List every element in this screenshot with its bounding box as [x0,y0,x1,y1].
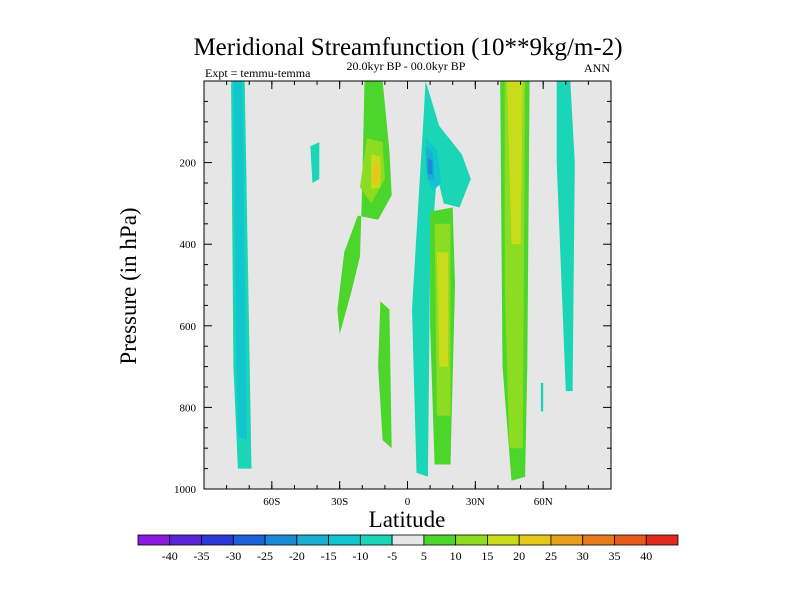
colorbar-box [614,534,647,546]
y-tick-label: 1000 [174,484,197,496]
cell-10n-neg [412,81,471,477]
colorbar-box [137,534,171,546]
colorbar-box [296,534,329,546]
colorbar-box [423,534,457,546]
y-tick-label: 200 [180,158,197,170]
y-axis-label: Pressure (in hPa) [116,207,141,364]
colorbar-label: -30 [225,549,241,563]
colorbar-box [582,534,615,546]
colorbar-label: -10 [352,549,368,563]
colorbar-box [232,534,266,546]
colorbar-label: -40 [162,549,178,563]
x-tick-label: 30N [466,496,485,508]
colorbar-label: -20 [289,549,305,563]
y-tick-label: 600 [180,321,197,333]
cell-12n-pos-core2 [436,252,449,367]
x-tick-label: 60N [534,496,553,508]
y-tick-label: 800 [180,402,197,414]
colorbar-box [264,534,298,546]
cell-70n-neg [556,81,575,392]
colorbar-box [391,534,425,546]
colorbar-box [550,534,584,546]
colorbar-label: -5 [387,549,397,563]
colorbar-box [201,534,234,546]
colorbar-box [328,534,361,546]
colorbar-label: 30 [577,549,589,563]
x-tick-label: 0 [405,496,411,508]
subtitle-center: 20.0kyr BP - 00.0kyr BP [347,59,466,73]
colorbar-box [645,534,679,546]
colorbar-label: 25 [545,549,557,563]
colorbar-label: -35 [194,549,210,563]
cell-15s-pos-core3 [371,162,381,183]
cell-35s-neg [310,142,320,183]
colorbar-label: 15 [481,549,493,563]
colorbar-label: -15 [321,549,337,563]
chart-title: Meridional Streamfunction (10**9kg/m-2) [193,34,622,61]
x-tick-label: 60S [263,496,280,508]
colorbar-label: 35 [608,549,620,563]
colorbar-box [169,534,202,546]
colorbar-label: 5 [421,549,427,563]
x-tick-label: 30S [331,496,348,508]
colorbar-label: -25 [257,549,273,563]
cell-15s-pos-lower [378,301,392,449]
y-axis-ticks: 200 400 600 800 1000 [174,100,611,496]
subtitle-left: Expt = temmu-temma [205,66,311,80]
plot-area-background [204,81,611,489]
cell-60s-neg-core [233,81,247,440]
cell-10n-neg-core3 [427,158,433,175]
cell-45n-pos-core2 [507,81,523,245]
cell-60n-neg-small [540,382,544,412]
colorbar-box [455,534,488,546]
colorbar-box [487,534,520,546]
colorbar-label: 40 [640,549,652,563]
colorbar-box [359,534,393,546]
x-axis-label: Latitude [369,507,446,532]
x-axis-ticks: 60S 30S 0 30N 60N [226,81,589,508]
contour-regions [231,81,575,481]
colorbar-label: 10 [450,549,462,563]
colorbar-label: 20 [513,549,525,563]
colorbar: -40 -35 -30 -25 -20 -15 -10 -5 5 10 15 20 25 30 35 40 [137,534,679,563]
colorbar-box [518,534,552,546]
y-tick-label: 400 [180,239,197,251]
subtitle-right: ANN [584,61,610,75]
